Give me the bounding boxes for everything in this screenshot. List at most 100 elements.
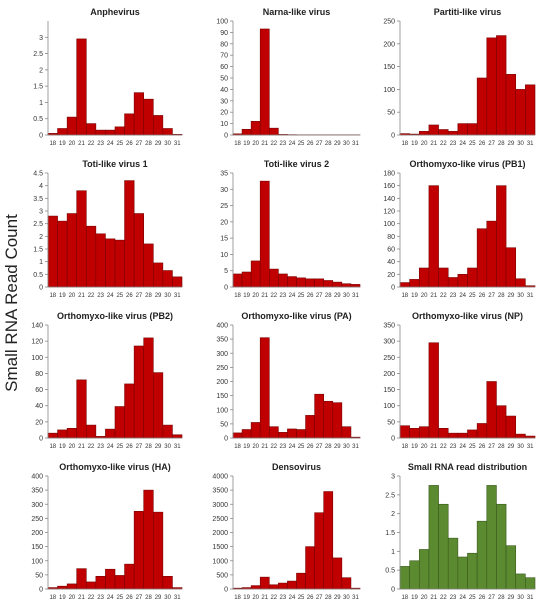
x-tick-label: 27 bbox=[488, 293, 495, 299]
bar bbox=[505, 415, 517, 439]
y-tick-label: 50 bbox=[35, 572, 43, 579]
x-tick-label: 18 bbox=[401, 595, 408, 601]
x-tick-label: 24 bbox=[459, 141, 466, 147]
y-tick-label: 100 bbox=[31, 355, 43, 362]
bar bbox=[418, 426, 430, 439]
x-tick-label: 27 bbox=[316, 293, 323, 299]
y-tick-label: 100 bbox=[216, 19, 228, 26]
bar bbox=[314, 393, 325, 439]
bar bbox=[278, 582, 288, 590]
x-tick-label: 18 bbox=[234, 595, 241, 601]
x-tick-label: 28 bbox=[498, 141, 505, 147]
x-tick-label: 18 bbox=[49, 293, 56, 299]
y-tick-label: 25 bbox=[220, 203, 228, 210]
x-tick-label: 20 bbox=[421, 444, 428, 450]
y-tick-label: 140 bbox=[383, 196, 395, 203]
y-tick-label: 0.5 bbox=[33, 272, 43, 279]
x-tick-label: 25 bbox=[116, 293, 123, 299]
x-tick-label: 21 bbox=[78, 444, 85, 450]
bar bbox=[525, 84, 536, 136]
y-tick-label: 0 bbox=[391, 133, 395, 140]
bar bbox=[66, 116, 78, 136]
y-tick-label: 2000 bbox=[212, 530, 228, 537]
x-tick-label: 26 bbox=[479, 293, 486, 299]
y-tick-label: 150 bbox=[383, 387, 395, 394]
bar bbox=[76, 38, 87, 136]
x-tick-label: 30 bbox=[164, 141, 171, 147]
chart-panel-8: Orthomyxo-like virus (PA) 0 50 100 150 200 250… bbox=[216, 311, 361, 450]
x-tick-label: 31 bbox=[527, 595, 534, 601]
y-tick-label: 0 bbox=[39, 587, 43, 594]
x-tick-label: 21 bbox=[430, 141, 437, 147]
y-tick-label: 2 bbox=[39, 67, 43, 74]
x-tick-label: 31 bbox=[174, 141, 181, 147]
x-tick-label: 23 bbox=[97, 595, 104, 601]
y-tick-label: 5 bbox=[224, 268, 228, 275]
y-tick-label: 3 bbox=[391, 474, 395, 481]
y-tick-label: 90 bbox=[220, 30, 228, 37]
x-tick-label: 19 bbox=[243, 141, 250, 147]
y-tick-label: 250 bbox=[383, 355, 395, 362]
x-tick-label: 28 bbox=[145, 595, 152, 601]
bar bbox=[505, 74, 517, 136]
y-tick-label: 300 bbox=[383, 339, 395, 346]
x-tick-label: 28 bbox=[498, 293, 505, 299]
x-tick-label: 25 bbox=[298, 293, 305, 299]
bar bbox=[241, 129, 252, 136]
x-tick-label: 28 bbox=[325, 141, 332, 147]
y-tick-label: 50 bbox=[387, 419, 395, 426]
bar bbox=[496, 35, 507, 136]
y-tick-label: 0 bbox=[224, 133, 228, 140]
y-tick-label: 200 bbox=[383, 371, 395, 378]
chart-title: Orthomyxo-like virus (PA) bbox=[241, 311, 351, 321]
bar bbox=[241, 271, 252, 288]
x-tick-label: 19 bbox=[59, 595, 66, 601]
bar bbox=[250, 585, 261, 590]
y-tick-label: 400 bbox=[31, 474, 43, 481]
y-tick-label: 2 bbox=[39, 234, 43, 241]
x-tick-label: 20 bbox=[69, 141, 76, 147]
bar bbox=[268, 584, 279, 590]
y-tick-label: 160 bbox=[383, 183, 395, 190]
x-tick-label: 30 bbox=[517, 595, 524, 601]
y-tick-label: 80 bbox=[220, 41, 228, 48]
bar bbox=[105, 129, 116, 136]
bar bbox=[287, 276, 297, 288]
bar bbox=[114, 406, 125, 439]
x-tick-label: 25 bbox=[298, 141, 305, 147]
bar bbox=[418, 267, 430, 288]
bar bbox=[418, 131, 430, 136]
x-tick-label: 25 bbox=[298, 444, 305, 450]
bar bbox=[152, 511, 164, 590]
bar bbox=[66, 583, 78, 590]
y-tick-label: 20 bbox=[220, 110, 228, 117]
x-tick-label: 19 bbox=[411, 141, 418, 147]
x-tick-label: 31 bbox=[352, 595, 359, 601]
x-tick-label: 27 bbox=[136, 293, 143, 299]
bar bbox=[525, 577, 536, 590]
bar bbox=[133, 92, 145, 136]
x-tick-label: 29 bbox=[155, 444, 162, 450]
y-tick-label: 15 bbox=[220, 236, 228, 243]
y-tick-label: 0 bbox=[224, 436, 228, 443]
y-tick-label: 0 bbox=[39, 133, 43, 140]
bar bbox=[515, 433, 526, 439]
x-tick-label: 23 bbox=[280, 444, 287, 450]
bar bbox=[57, 429, 68, 439]
y-tick-label: 20 bbox=[35, 419, 43, 426]
bar bbox=[162, 424, 173, 439]
y-tick-label: 350 bbox=[31, 488, 43, 495]
bar bbox=[486, 220, 497, 288]
chart-title: Small RNA read distribution bbox=[408, 462, 527, 472]
x-tick-label: 21 bbox=[261, 141, 268, 147]
bar bbox=[287, 580, 297, 590]
y-tick-label: 40 bbox=[35, 403, 43, 410]
x-tick-label: 23 bbox=[97, 444, 104, 450]
bar bbox=[418, 549, 430, 590]
y-tick-label: 400 bbox=[216, 323, 228, 330]
bar bbox=[114, 575, 125, 590]
x-tick-label: 26 bbox=[307, 141, 314, 147]
y-tick-label: 40 bbox=[220, 87, 228, 94]
bar bbox=[259, 576, 270, 590]
y-tick-label: 50 bbox=[387, 110, 395, 117]
